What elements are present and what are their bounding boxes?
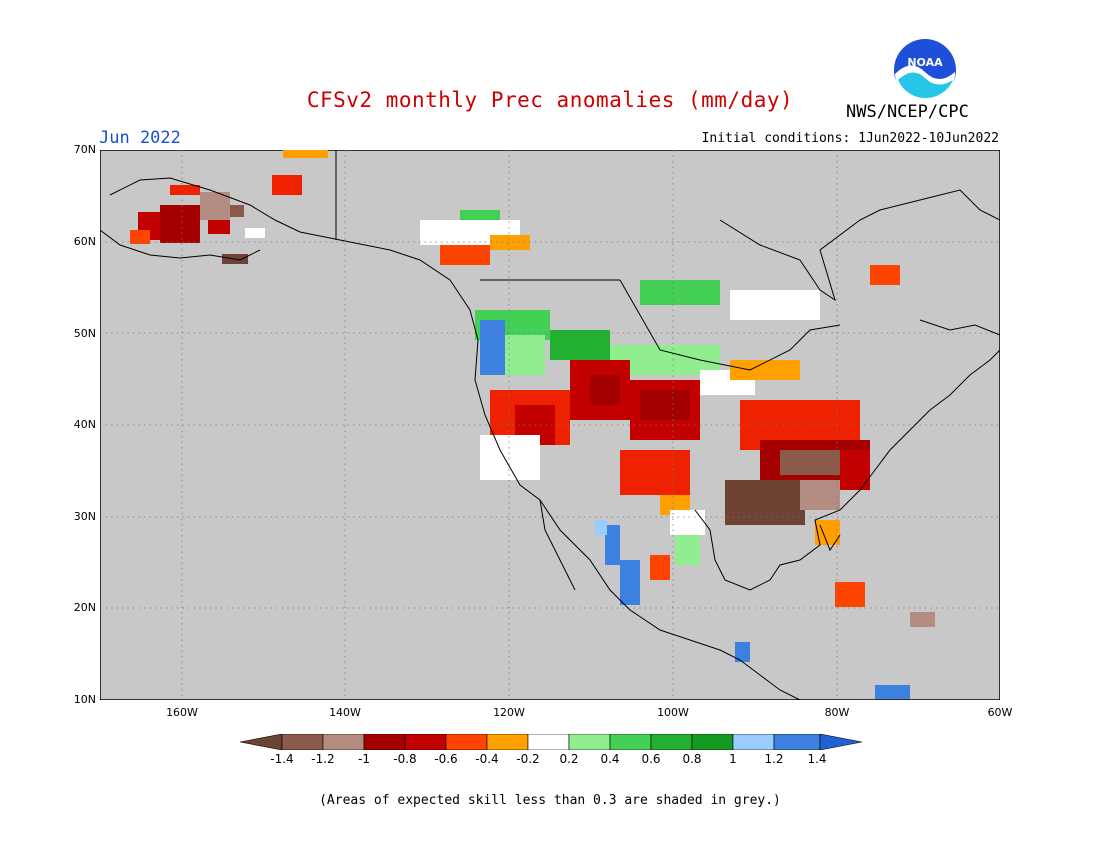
lat-label: 50N bbox=[73, 327, 96, 340]
southeast-us-anomalies bbox=[725, 360, 870, 545]
colorbar-label: -0.6 bbox=[434, 752, 458, 766]
colorbar-label: -0.2 bbox=[516, 752, 540, 766]
colorbar-label: -1.2 bbox=[311, 752, 335, 766]
noaa-logo-icon: NOAA bbox=[894, 39, 956, 102]
lon-label: 80W bbox=[824, 706, 850, 719]
lat-label: 20N bbox=[73, 601, 96, 614]
org-label: NWS/NCEP/CPC bbox=[846, 102, 969, 122]
colorbar-label: 0.6 bbox=[641, 752, 661, 766]
colorbar-label: 1.2 bbox=[764, 752, 784, 766]
lon-label: 100W bbox=[657, 706, 689, 719]
logo-text: NOAA bbox=[907, 56, 943, 69]
graticule bbox=[100, 150, 1000, 700]
lat-label: 40N bbox=[73, 418, 96, 431]
colorbar-label: 1.4 bbox=[807, 752, 827, 766]
alaska-anomalies bbox=[130, 150, 328, 264]
colorbar-label: 0.2 bbox=[559, 752, 579, 766]
colorbar-label: -0.8 bbox=[393, 752, 417, 766]
month-label: Jun 2022 bbox=[99, 128, 181, 148]
colorbar-label: 0.4 bbox=[600, 752, 620, 766]
canada-anomalies bbox=[420, 210, 900, 320]
lat-label: 60N bbox=[73, 235, 96, 248]
caribbean-anomalies bbox=[735, 582, 935, 699]
colorbar-label: 0.8 bbox=[682, 752, 702, 766]
colorbar-label: 1 bbox=[729, 752, 737, 766]
coastlines bbox=[100, 150, 1000, 700]
lon-label: 160W bbox=[166, 706, 198, 719]
skill-note: (Areas of expected skill less than 0.3 a… bbox=[319, 793, 781, 808]
lat-label: 30N bbox=[73, 510, 96, 523]
colorbar-label: -0.4 bbox=[475, 752, 499, 766]
lon-label: 60W bbox=[987, 706, 1013, 719]
colorbar-label: -1.4 bbox=[270, 752, 294, 766]
lat-label: 70N bbox=[73, 143, 96, 156]
lat-label: 10N bbox=[73, 693, 96, 706]
colorbar-label: -1 bbox=[358, 752, 370, 766]
mexico-anomalies bbox=[595, 510, 705, 605]
precip-anomaly-map bbox=[100, 150, 1000, 700]
chart-title: CFSv2 monthly Prec anomalies (mm/day) bbox=[306, 88, 794, 112]
lon-label: 120W bbox=[493, 706, 525, 719]
colorbar bbox=[240, 734, 862, 750]
lon-label: 140W bbox=[329, 706, 361, 719]
initial-conditions: Initial conditions: 1Jun2022-10Jun2022 bbox=[701, 131, 999, 146]
